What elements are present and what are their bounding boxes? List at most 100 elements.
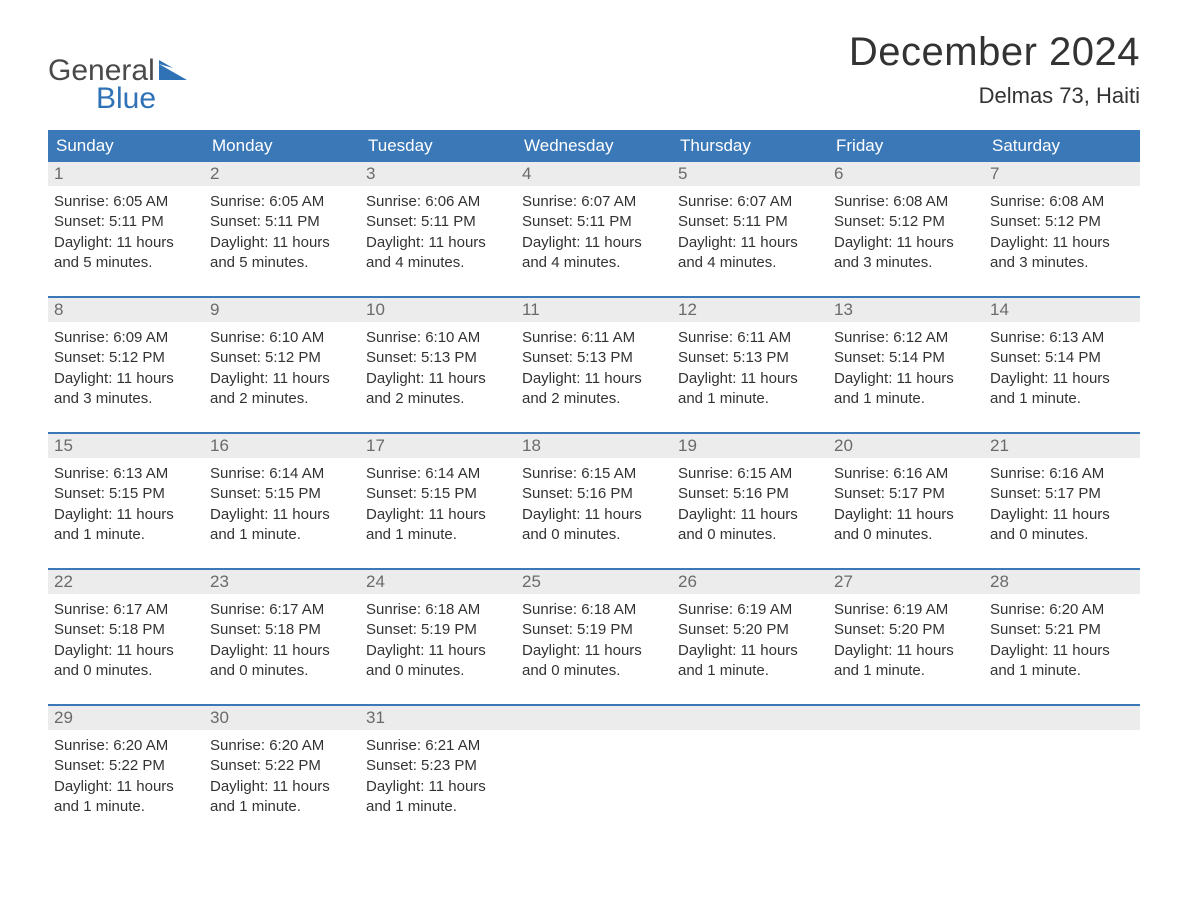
day-body: Sunrise: 6:20 AMSunset: 5:21 PMDaylight:…	[984, 594, 1140, 685]
day-header-row: Sunday Monday Tuesday Wednesday Thursday…	[48, 130, 1140, 162]
logo-text-blue: Blue	[96, 82, 156, 116]
empty-day	[672, 706, 828, 730]
daylight-line: and 1 minute.	[990, 389, 1134, 409]
sunrise-line: Sunrise: 6:16 AM	[834, 464, 978, 484]
daylight-line: and 3 minutes.	[834, 253, 978, 273]
location-label: Delmas 73, Haiti	[849, 83, 1140, 109]
daylight-line: and 1 minute.	[366, 797, 510, 817]
day-cell: 18Sunrise: 6:15 AMSunset: 5:16 PMDayligh…	[516, 434, 672, 554]
sunrise-line: Sunrise: 6:10 AM	[366, 328, 510, 348]
day-body: Sunrise: 6:20 AMSunset: 5:22 PMDaylight:…	[204, 730, 360, 821]
day-body: Sunrise: 6:11 AMSunset: 5:13 PMDaylight:…	[672, 322, 828, 413]
sunrise-line: Sunrise: 6:20 AM	[210, 736, 354, 756]
day-cell: 2Sunrise: 6:05 AMSunset: 5:11 PMDaylight…	[204, 162, 360, 282]
day-cell	[516, 706, 672, 826]
day-number: 14	[984, 298, 1140, 322]
day-header-saturday: Saturday	[984, 130, 1140, 162]
day-body: Sunrise: 6:15 AMSunset: 5:16 PMDaylight:…	[672, 458, 828, 549]
daylight-line: Daylight: 11 hours	[990, 505, 1134, 525]
day-number: 1	[48, 162, 204, 186]
daylight-line: Daylight: 11 hours	[366, 233, 510, 253]
daylight-line: Daylight: 11 hours	[54, 233, 198, 253]
sunrise-line: Sunrise: 6:07 AM	[522, 192, 666, 212]
daylight-line: and 0 minutes.	[54, 661, 198, 681]
empty-day	[984, 706, 1140, 730]
day-cell: 15Sunrise: 6:13 AMSunset: 5:15 PMDayligh…	[48, 434, 204, 554]
day-body: Sunrise: 6:19 AMSunset: 5:20 PMDaylight:…	[672, 594, 828, 685]
sunrise-line: Sunrise: 6:11 AM	[522, 328, 666, 348]
sunrise-line: Sunrise: 6:12 AM	[834, 328, 978, 348]
sunrise-line: Sunrise: 6:10 AM	[210, 328, 354, 348]
day-number: 24	[360, 570, 516, 594]
daylight-line: Daylight: 11 hours	[522, 233, 666, 253]
daylight-line: Daylight: 11 hours	[678, 641, 822, 661]
daylight-line: Daylight: 11 hours	[210, 641, 354, 661]
daylight-line: and 1 minute.	[366, 525, 510, 545]
sunset-line: Sunset: 5:18 PM	[210, 620, 354, 640]
daylight-line: and 1 minute.	[54, 525, 198, 545]
day-body: Sunrise: 6:08 AMSunset: 5:12 PMDaylight:…	[828, 186, 984, 277]
daylight-line: and 0 minutes.	[990, 525, 1134, 545]
daylight-line: and 0 minutes.	[678, 525, 822, 545]
day-cell: 9Sunrise: 6:10 AMSunset: 5:12 PMDaylight…	[204, 298, 360, 418]
sunrise-line: Sunrise: 6:20 AM	[990, 600, 1134, 620]
sunset-line: Sunset: 5:12 PM	[990, 212, 1134, 232]
daylight-line: and 4 minutes.	[678, 253, 822, 273]
day-cell: 24Sunrise: 6:18 AMSunset: 5:19 PMDayligh…	[360, 570, 516, 690]
day-body: Sunrise: 6:07 AMSunset: 5:11 PMDaylight:…	[516, 186, 672, 277]
day-cell	[672, 706, 828, 826]
day-number: 27	[828, 570, 984, 594]
day-cell	[828, 706, 984, 826]
sunset-line: Sunset: 5:13 PM	[366, 348, 510, 368]
daylight-line: Daylight: 11 hours	[990, 233, 1134, 253]
day-body: Sunrise: 6:12 AMSunset: 5:14 PMDaylight:…	[828, 322, 984, 413]
sunset-line: Sunset: 5:22 PM	[210, 756, 354, 776]
daylight-line: Daylight: 11 hours	[210, 777, 354, 797]
sunrise-line: Sunrise: 6:11 AM	[678, 328, 822, 348]
daylight-line: and 4 minutes.	[522, 253, 666, 273]
day-body: Sunrise: 6:13 AMSunset: 5:15 PMDaylight:…	[48, 458, 204, 549]
daylight-line: and 1 minute.	[678, 389, 822, 409]
day-body: Sunrise: 6:05 AMSunset: 5:11 PMDaylight:…	[48, 186, 204, 277]
day-body: Sunrise: 6:21 AMSunset: 5:23 PMDaylight:…	[360, 730, 516, 821]
daylight-line: and 1 minute.	[210, 525, 354, 545]
day-cell: 12Sunrise: 6:11 AMSunset: 5:13 PMDayligh…	[672, 298, 828, 418]
flag-icon	[159, 60, 187, 85]
day-cell: 21Sunrise: 6:16 AMSunset: 5:17 PMDayligh…	[984, 434, 1140, 554]
daylight-line: and 5 minutes.	[210, 253, 354, 273]
day-cell: 5Sunrise: 6:07 AMSunset: 5:11 PMDaylight…	[672, 162, 828, 282]
sunrise-line: Sunrise: 6:05 AM	[210, 192, 354, 212]
day-number: 12	[672, 298, 828, 322]
daylight-line: Daylight: 11 hours	[678, 505, 822, 525]
day-cell: 14Sunrise: 6:13 AMSunset: 5:14 PMDayligh…	[984, 298, 1140, 418]
daylight-line: and 3 minutes.	[990, 253, 1134, 273]
day-body: Sunrise: 6:18 AMSunset: 5:19 PMDaylight:…	[360, 594, 516, 685]
day-cell: 7Sunrise: 6:08 AMSunset: 5:12 PMDaylight…	[984, 162, 1140, 282]
sunset-line: Sunset: 5:22 PM	[54, 756, 198, 776]
day-number: 26	[672, 570, 828, 594]
day-number: 13	[828, 298, 984, 322]
sunset-line: Sunset: 5:16 PM	[678, 484, 822, 504]
calendar-week: 22Sunrise: 6:17 AMSunset: 5:18 PMDayligh…	[48, 568, 1140, 690]
sunset-line: Sunset: 5:11 PM	[678, 212, 822, 232]
empty-day	[516, 706, 672, 730]
sunrise-line: Sunrise: 6:08 AM	[834, 192, 978, 212]
day-cell: 8Sunrise: 6:09 AMSunset: 5:12 PMDaylight…	[48, 298, 204, 418]
day-cell: 17Sunrise: 6:14 AMSunset: 5:15 PMDayligh…	[360, 434, 516, 554]
daylight-line: Daylight: 11 hours	[834, 369, 978, 389]
sunset-line: Sunset: 5:18 PM	[54, 620, 198, 640]
sunset-line: Sunset: 5:15 PM	[210, 484, 354, 504]
day-header-monday: Monday	[204, 130, 360, 162]
month-title: December 2024	[849, 30, 1140, 75]
daylight-line: Daylight: 11 hours	[210, 369, 354, 389]
daylight-line: Daylight: 11 hours	[366, 369, 510, 389]
day-body: Sunrise: 6:15 AMSunset: 5:16 PMDaylight:…	[516, 458, 672, 549]
day-number: 23	[204, 570, 360, 594]
day-number: 17	[360, 434, 516, 458]
sunset-line: Sunset: 5:13 PM	[522, 348, 666, 368]
day-number: 30	[204, 706, 360, 730]
daylight-line: Daylight: 11 hours	[678, 369, 822, 389]
sunset-line: Sunset: 5:15 PM	[54, 484, 198, 504]
daylight-line: Daylight: 11 hours	[522, 641, 666, 661]
sunrise-line: Sunrise: 6:16 AM	[990, 464, 1134, 484]
